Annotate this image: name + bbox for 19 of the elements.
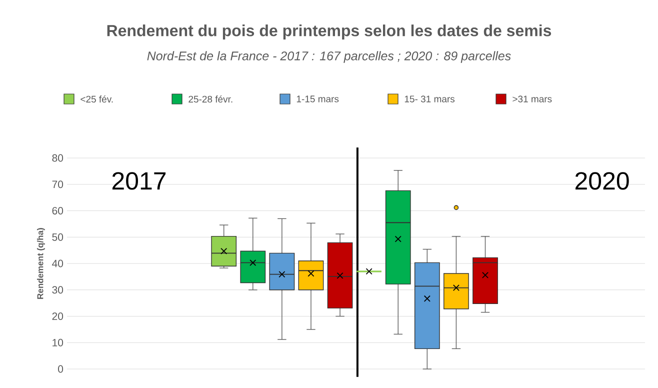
y-tick-label: 20 (52, 312, 64, 320)
y-tick-label: 80 (52, 154, 64, 162)
legend-label: <25 fév. (80, 95, 113, 103)
legend-label: 1-15 mars (296, 96, 339, 102)
y-axis-title: Rendement (q/ha) (36, 228, 45, 299)
y-tick-label: 40 (52, 260, 64, 268)
legend-label: 25-28 févr. (188, 95, 232, 103)
annotation: 2020 (575, 172, 629, 190)
legend-label: >31 mars (512, 96, 552, 102)
legend-label: 15- 31 mars (404, 96, 455, 102)
y-tick-label: 10 (52, 338, 64, 346)
y-tick-label: 30 (52, 286, 64, 294)
y-tick-label: 60 (52, 207, 64, 214)
y-tick-label: 50 (52, 233, 64, 241)
annotation: 2017 (112, 172, 166, 190)
y-tick-label: 0 (58, 365, 64, 373)
y-tick-label: 70 (52, 180, 64, 188)
chart-title: Rendement du pois de printemps selon les dates de semis (107, 24, 552, 40)
chart-subtitle: Nord-Est de la France - 2017 : 167 parcelles ; 2020 : 89 parcelles (147, 51, 511, 63)
